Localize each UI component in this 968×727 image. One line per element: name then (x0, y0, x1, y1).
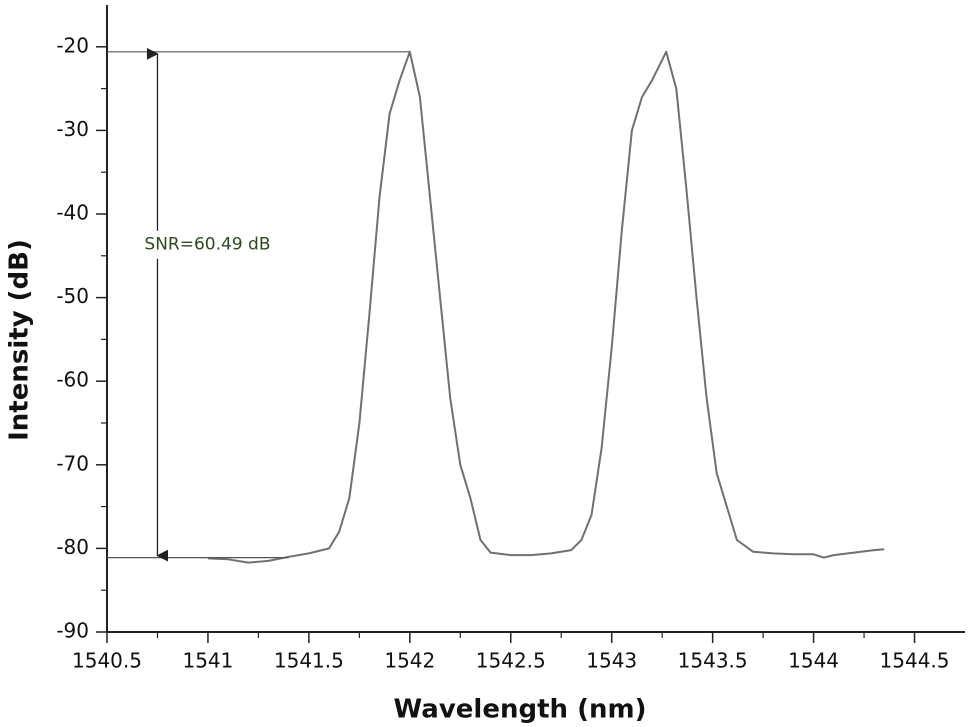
x-tick-label: 1543.5 (678, 649, 748, 673)
x-axis-title: Wavelength (nm) (394, 695, 647, 725)
y-tick-label: -40 (56, 201, 89, 225)
x-tick-label: 1544 (788, 649, 839, 673)
y-tick-label: -30 (56, 117, 89, 141)
x-tick-label: 1542.5 (476, 649, 546, 673)
x-tick-label: 1541 (182, 649, 233, 673)
data-line (207, 50, 885, 564)
x-tick-label: 1540.5 (72, 649, 142, 673)
x-tick-label: 1544.5 (880, 649, 950, 673)
y-tick-label: -90 (56, 619, 89, 643)
y-axis-title: Intensity (dB) (5, 239, 35, 441)
x-tick-label: 1543 (586, 649, 637, 673)
y-tick-label: -70 (56, 451, 89, 475)
y-tick-label: -80 (56, 535, 89, 559)
y-tick-label: -60 (56, 368, 89, 392)
x-tick-label: 1541.5 (274, 649, 344, 673)
x-tick-label: 1542 (384, 649, 435, 673)
y-tick-label: -50 (56, 284, 89, 308)
snr-annotation: SNR=60.49 dB (144, 235, 270, 255)
y-tick-label: -20 (56, 33, 89, 57)
